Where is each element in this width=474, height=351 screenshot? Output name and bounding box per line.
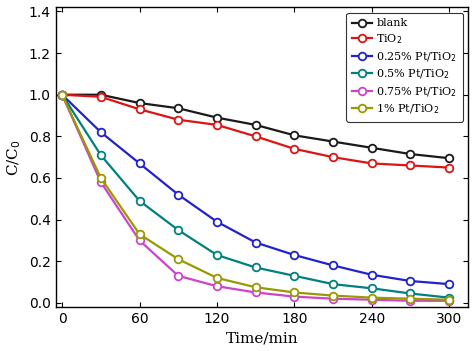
0.25% Pt/TiO$_2$ (292, 253, 297, 257)
0.75% Pt/TiO$_2$ (175, 274, 181, 278)
0.75% Pt/TiO$_2$ (137, 238, 142, 243)
TiO$_2$ (408, 163, 413, 167)
1% Pt/TiO$_2$ (175, 257, 181, 261)
0.75% Pt/TiO$_2$ (446, 299, 452, 303)
TiO$_2$ (369, 161, 374, 166)
TiO$_2$ (446, 165, 452, 170)
Line: TiO$_2$: TiO$_2$ (58, 91, 453, 171)
1% Pt/TiO$_2$ (408, 297, 413, 301)
blank (214, 115, 220, 120)
0.25% Pt/TiO$_2$ (137, 161, 142, 166)
0.25% Pt/TiO$_2$ (59, 93, 65, 97)
1% Pt/TiO$_2$ (292, 290, 297, 294)
0.75% Pt/TiO$_2$ (253, 290, 258, 294)
blank (330, 139, 336, 144)
1% Pt/TiO$_2$ (214, 276, 220, 280)
0.5% Pt/TiO$_2$ (98, 153, 104, 157)
0.75% Pt/TiO$_2$ (369, 298, 374, 302)
0.25% Pt/TiO$_2$ (369, 273, 374, 277)
Legend: blank, TiO$_2$, 0.25% Pt/TiO$_2$, 0.5% Pt/TiO$_2$, 0.75% Pt/TiO$_2$, 1% Pt/TiO$_: blank, TiO$_2$, 0.25% Pt/TiO$_2$, 0.5% P… (346, 13, 463, 121)
blank (408, 152, 413, 156)
0.25% Pt/TiO$_2$ (175, 193, 181, 197)
Line: blank: blank (58, 91, 453, 162)
TiO$_2$ (253, 134, 258, 138)
1% Pt/TiO$_2$ (137, 232, 142, 236)
TiO$_2$ (59, 93, 65, 97)
0.25% Pt/TiO$_2$ (446, 282, 452, 286)
0.5% Pt/TiO$_2$ (369, 286, 374, 290)
0.5% Pt/TiO$_2$ (330, 282, 336, 286)
blank (137, 101, 142, 105)
Line: 0.75% Pt/TiO$_2$: 0.75% Pt/TiO$_2$ (58, 91, 453, 305)
1% Pt/TiO$_2$ (98, 176, 104, 180)
blank (292, 133, 297, 137)
0.5% Pt/TiO$_2$ (446, 296, 452, 300)
TiO$_2$ (137, 107, 142, 111)
0.25% Pt/TiO$_2$ (214, 220, 220, 224)
X-axis label: Time/min: Time/min (226, 331, 298, 345)
0.5% Pt/TiO$_2$ (137, 199, 142, 203)
TiO$_2$ (214, 123, 220, 127)
Line: 0.5% Pt/TiO$_2$: 0.5% Pt/TiO$_2$ (58, 91, 453, 302)
blank (446, 156, 452, 160)
0.75% Pt/TiO$_2$ (408, 299, 413, 303)
0.75% Pt/TiO$_2$ (292, 294, 297, 299)
Line: 1% Pt/TiO$_2$: 1% Pt/TiO$_2$ (58, 91, 453, 304)
0.25% Pt/TiO$_2$ (408, 279, 413, 283)
0.75% Pt/TiO$_2$ (59, 93, 65, 97)
0.25% Pt/TiO$_2$ (253, 240, 258, 245)
0.5% Pt/TiO$_2$ (408, 291, 413, 296)
0.5% Pt/TiO$_2$ (253, 265, 258, 270)
0.75% Pt/TiO$_2$ (98, 180, 104, 184)
0.5% Pt/TiO$_2$ (292, 274, 297, 278)
Line: 0.25% Pt/TiO$_2$: 0.25% Pt/TiO$_2$ (58, 91, 453, 288)
blank (59, 93, 65, 97)
TiO$_2$ (330, 155, 336, 159)
Y-axis label: C/C$_0$: C/C$_0$ (6, 139, 23, 176)
1% Pt/TiO$_2$ (330, 293, 336, 298)
1% Pt/TiO$_2$ (446, 298, 452, 302)
1% Pt/TiO$_2$ (369, 296, 374, 300)
TiO$_2$ (292, 147, 297, 151)
TiO$_2$ (175, 118, 181, 122)
0.25% Pt/TiO$_2$ (98, 130, 104, 134)
0.5% Pt/TiO$_2$ (59, 93, 65, 97)
blank (175, 106, 181, 110)
0.75% Pt/TiO$_2$ (330, 297, 336, 301)
0.5% Pt/TiO$_2$ (175, 228, 181, 232)
0.5% Pt/TiO$_2$ (214, 253, 220, 257)
blank (253, 123, 258, 127)
1% Pt/TiO$_2$ (59, 93, 65, 97)
blank (98, 93, 104, 97)
0.75% Pt/TiO$_2$ (214, 284, 220, 288)
blank (369, 146, 374, 150)
0.25% Pt/TiO$_2$ (330, 263, 336, 267)
1% Pt/TiO$_2$ (253, 285, 258, 289)
TiO$_2$ (98, 95, 104, 99)
